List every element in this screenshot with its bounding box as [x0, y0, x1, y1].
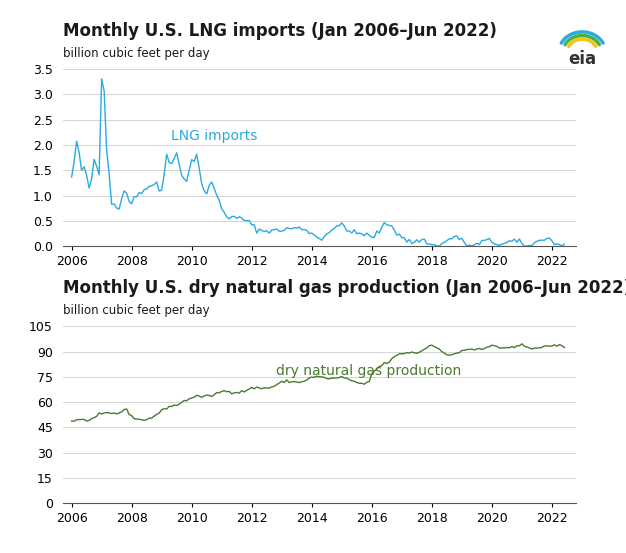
Text: dry natural gas production: dry natural gas production	[275, 364, 461, 378]
Text: eia: eia	[568, 50, 596, 68]
Text: Monthly U.S. dry natural gas production (Jan 2006–Jun 2022): Monthly U.S. dry natural gas production …	[63, 279, 626, 298]
Text: billion cubic feet per day: billion cubic feet per day	[63, 47, 209, 60]
Text: Monthly U.S. LNG imports (Jan 2006–Jun 2022): Monthly U.S. LNG imports (Jan 2006–Jun 2…	[63, 22, 496, 40]
Text: billion cubic feet per day: billion cubic feet per day	[63, 304, 209, 317]
Text: LNG imports: LNG imports	[171, 129, 257, 143]
